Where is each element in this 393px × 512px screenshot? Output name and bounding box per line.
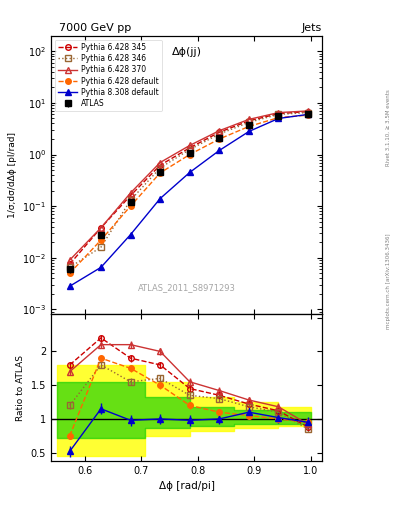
Pythia 6.428 370 (67, 257, 72, 263)
Pythia 6.428 default (128, 203, 133, 209)
Pythia 6.428 345 (217, 129, 222, 135)
Pythia 6.428 default (306, 112, 310, 118)
Pythia 8.308 default (128, 231, 133, 238)
Pythia 6.428 345 (67, 261, 72, 267)
Pythia 6.428 370 (276, 110, 281, 116)
Pythia 8.308 default (217, 147, 222, 154)
Y-axis label: Ratio to ATLAS: Ratio to ATLAS (16, 354, 25, 420)
X-axis label: Δϕ [rad/pi]: Δϕ [rad/pi] (159, 481, 215, 491)
Pythia 8.308 default (246, 129, 251, 135)
Pythia 6.428 345 (246, 118, 251, 124)
Pythia 6.428 370 (128, 190, 133, 196)
Pythia 6.428 346 (158, 165, 162, 171)
Pythia 6.428 346 (128, 197, 133, 203)
Pythia 8.308 default (99, 264, 103, 270)
Pythia 6.428 default (67, 270, 72, 276)
Pythia 6.428 346 (99, 244, 103, 250)
Text: 7000 GeV pp: 7000 GeV pp (59, 23, 131, 33)
Pythia 6.428 370 (99, 225, 103, 231)
Pythia 6.428 default (276, 115, 281, 121)
Pythia 8.308 default (187, 169, 192, 176)
Pythia 6.428 345 (128, 193, 133, 199)
Pythia 6.428 345 (99, 225, 103, 231)
Pythia 6.428 370 (158, 159, 162, 165)
Text: ATLAS_2011_S8971293: ATLAS_2011_S8971293 (138, 283, 236, 292)
Pythia 6.428 370 (306, 108, 310, 114)
Pythia 6.428 346 (246, 119, 251, 125)
Line: Pythia 8.308 default: Pythia 8.308 default (67, 112, 311, 289)
Pythia 6.428 346 (276, 111, 281, 117)
Pythia 6.428 345 (187, 145, 192, 151)
Text: Jets: Jets (302, 23, 322, 33)
Pythia 6.428 345 (306, 109, 310, 115)
Line: Pythia 6.428 default: Pythia 6.428 default (67, 112, 311, 276)
Pythia 6.428 default (158, 170, 162, 176)
Pythia 6.428 default (187, 152, 192, 158)
Line: Pythia 6.428 345: Pythia 6.428 345 (67, 109, 311, 267)
Pythia 6.428 346 (67, 264, 72, 270)
Pythia 6.428 default (246, 123, 251, 130)
Pythia 6.428 370 (187, 142, 192, 148)
Y-axis label: 1/σ;dσ/dΔϕ [pl/rad]: 1/σ;dσ/dΔϕ [pl/rad] (8, 132, 17, 218)
Line: Pythia 6.428 346: Pythia 6.428 346 (67, 110, 311, 270)
Pythia 8.308 default (276, 115, 281, 121)
Pythia 6.428 346 (217, 131, 222, 137)
Text: Δϕ(jj): Δϕ(jj) (172, 47, 202, 57)
Pythia 8.308 default (306, 111, 310, 117)
Text: mcplots.cern.ch [arXiv:1306.3436]: mcplots.cern.ch [arXiv:1306.3436] (386, 234, 391, 329)
Pythia 6.428 345 (276, 111, 281, 117)
Pythia 8.308 default (158, 196, 162, 202)
Pythia 6.428 346 (187, 146, 192, 153)
Text: Rivet 3.1.10, ≥ 3.5M events: Rivet 3.1.10, ≥ 3.5M events (386, 90, 391, 166)
Pythia 6.428 default (217, 136, 222, 142)
Pythia 6.428 370 (246, 116, 251, 122)
Pythia 8.308 default (67, 283, 72, 289)
Pythia 6.428 346 (306, 110, 310, 116)
Pythia 6.428 default (99, 237, 103, 243)
Pythia 6.428 370 (217, 127, 222, 134)
Line: Pythia 6.428 370: Pythia 6.428 370 (67, 108, 311, 263)
Pythia 6.428 345 (158, 162, 162, 168)
Legend: Pythia 6.428 345, Pythia 6.428 346, Pythia 6.428 370, Pythia 6.428 default, Pyth: Pythia 6.428 345, Pythia 6.428 346, Pyth… (55, 39, 162, 111)
